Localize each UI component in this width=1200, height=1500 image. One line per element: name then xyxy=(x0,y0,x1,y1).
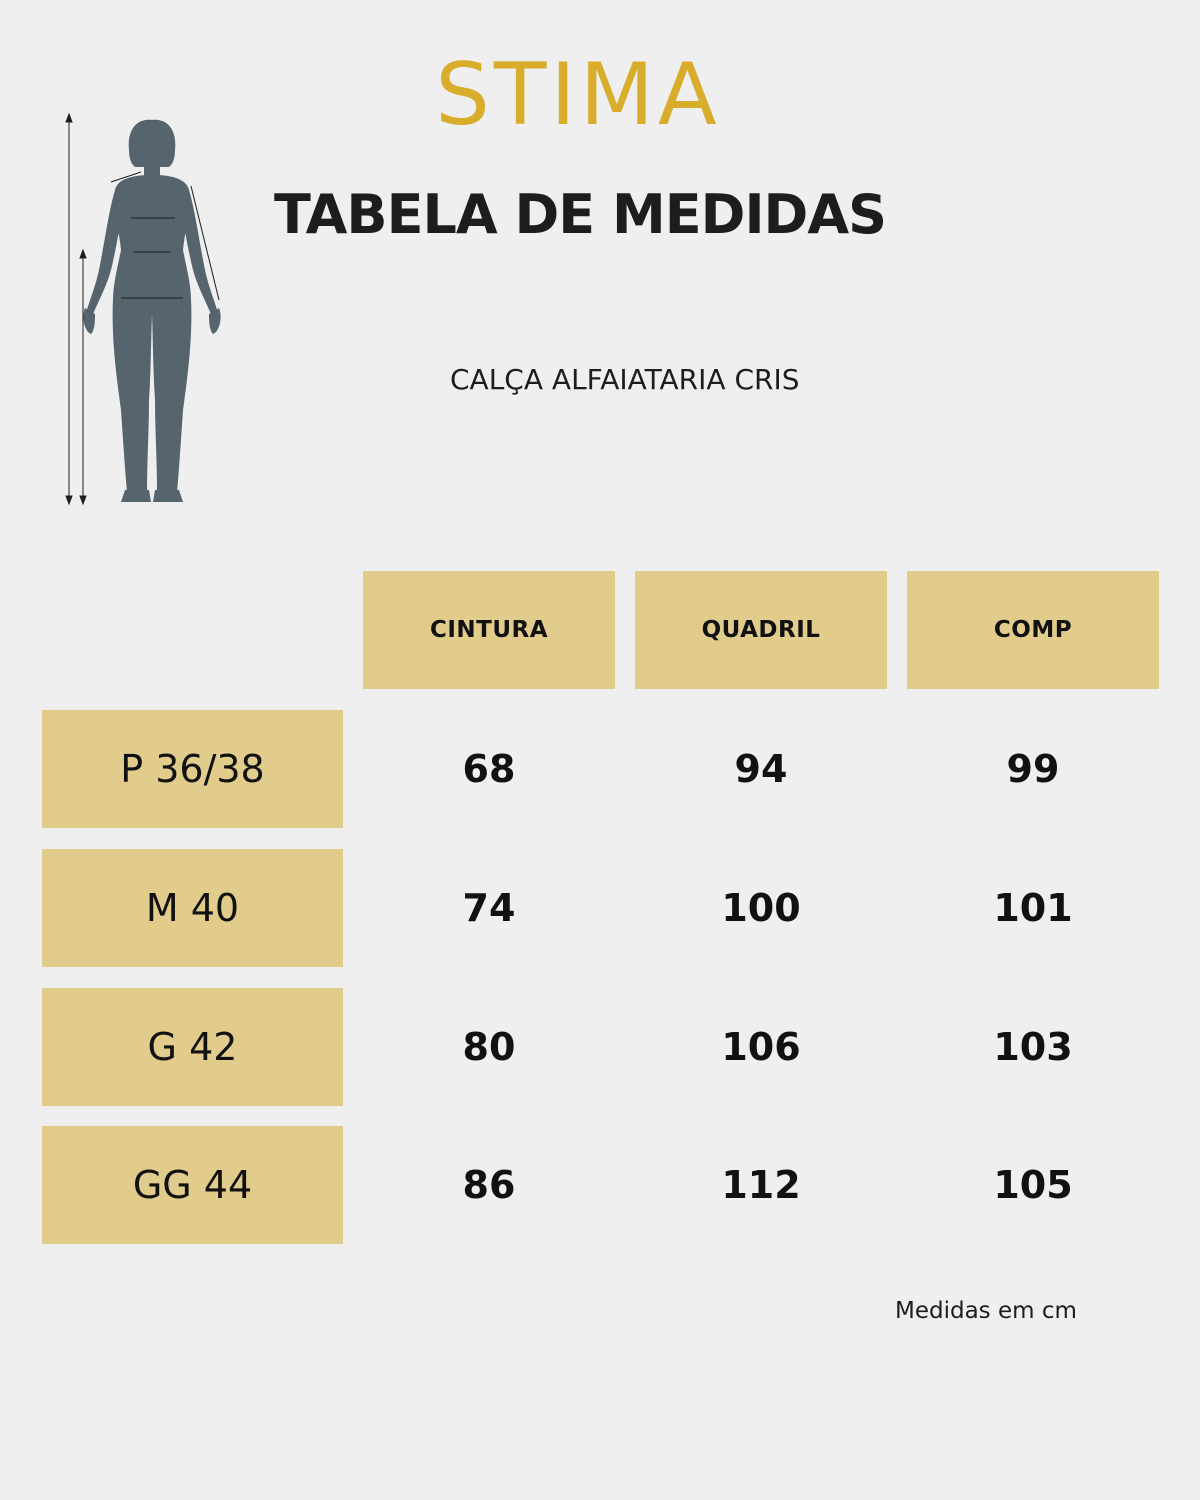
column-header-comp: COMP xyxy=(907,571,1159,689)
table-cell: 103 xyxy=(993,1025,1073,1069)
page-title: TABELA DE MEDIDAS xyxy=(274,183,887,246)
table-cell: 74 xyxy=(462,886,516,930)
brand-logo: STIMA xyxy=(435,45,721,145)
size-label-g: G 42 xyxy=(42,988,343,1106)
table-cell: 80 xyxy=(462,1025,516,1069)
table-cell: 86 xyxy=(462,1163,516,1207)
table-cell: 68 xyxy=(462,747,516,791)
product-name: CALÇA ALFAIATARIA CRIS xyxy=(450,363,800,396)
table-cell: 106 xyxy=(721,1025,801,1069)
size-label-gg: GG 44 xyxy=(42,1126,343,1244)
table-cell: 94 xyxy=(734,747,788,791)
table-cell: 101 xyxy=(993,886,1073,930)
column-header-cintura: CINTURA xyxy=(363,571,615,689)
column-header-quadril: QUADRIL xyxy=(635,571,887,689)
table-cell: 112 xyxy=(721,1163,801,1207)
table-cell: 99 xyxy=(1006,747,1060,791)
table-cell: 105 xyxy=(993,1163,1073,1207)
table-cell: 100 xyxy=(721,886,801,930)
size-label-m: M 40 xyxy=(42,849,343,967)
units-note: Medidas em cm xyxy=(895,1298,1077,1324)
body-measurement-silhouette-icon xyxy=(65,112,221,506)
size-label-p: P 36/38 xyxy=(42,710,343,828)
